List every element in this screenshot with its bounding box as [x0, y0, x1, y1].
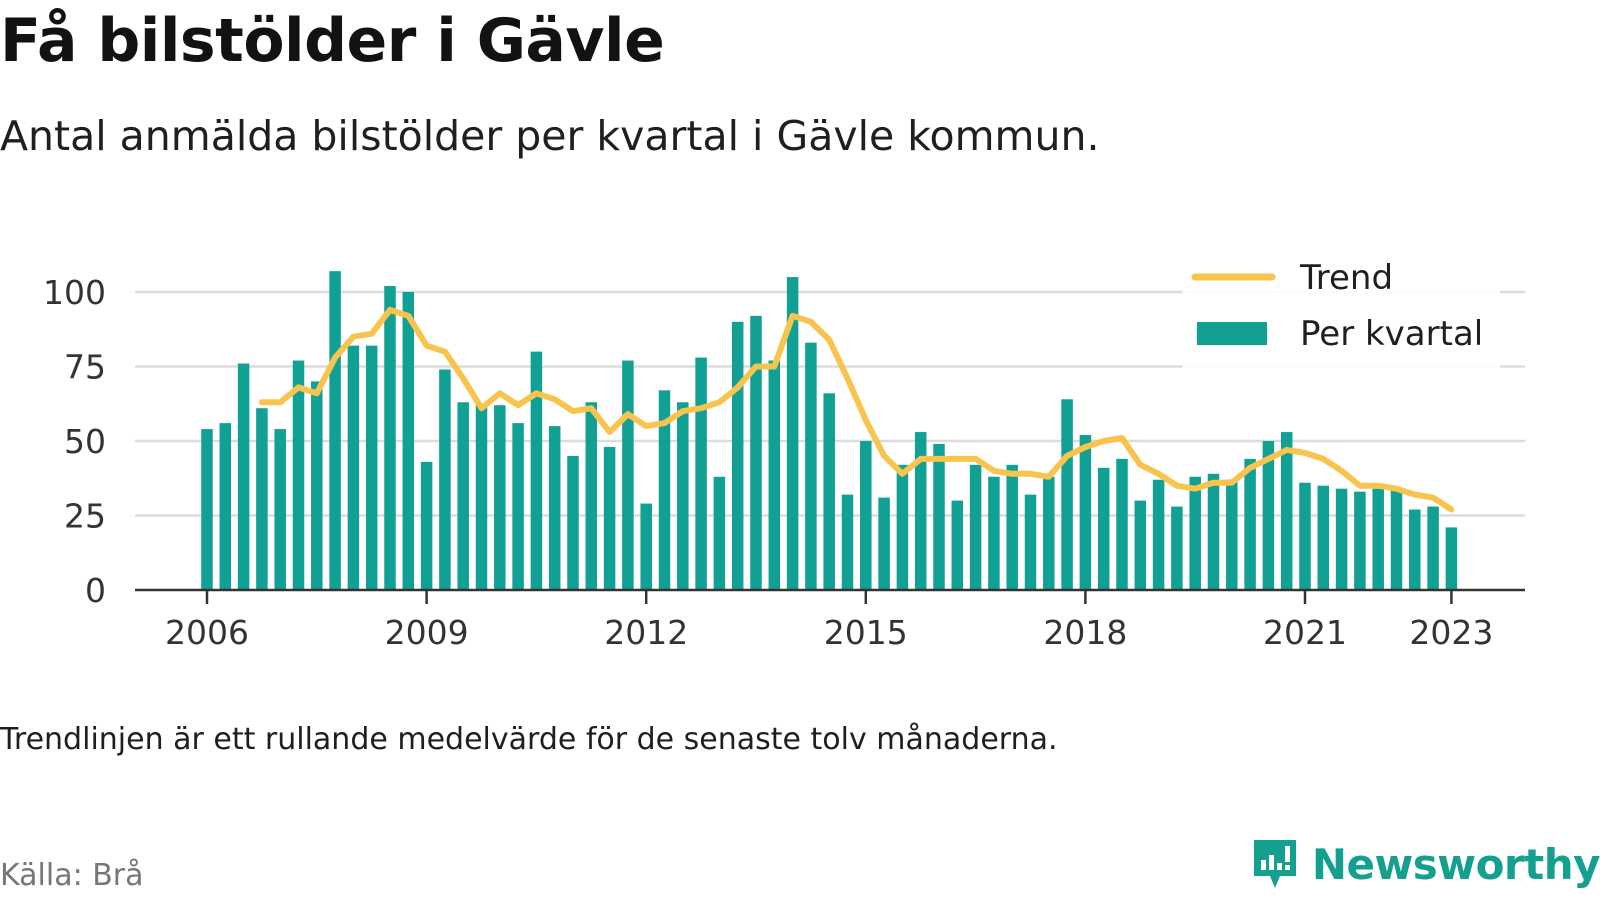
legend-trend-label: Trend: [1299, 258, 1393, 298]
y-axis-ticks: 0 25 50 75 100: [43, 273, 106, 610]
bar: [292, 360, 305, 590]
brand-logo[interactable]: Newsworthy: [1250, 836, 1600, 892]
bar: [768, 360, 781, 590]
bar: [1097, 467, 1110, 590]
bar: [1226, 479, 1238, 590]
bar: [475, 405, 488, 590]
bar: [402, 292, 415, 590]
bar: [951, 500, 964, 590]
bar: [1116, 458, 1128, 590]
bar: [365, 345, 378, 590]
bar: [933, 443, 945, 590]
bar: [860, 441, 872, 590]
bar: [1445, 527, 1458, 590]
bar: [457, 402, 469, 590]
bar: [658, 390, 671, 590]
newsworthy-logo-icon: [1253, 840, 1296, 888]
source-credit: Källa: Brå: [0, 858, 144, 893]
bar: [420, 461, 433, 590]
x-tick-label: 2018: [1043, 613, 1127, 652]
bar: [1189, 476, 1201, 590]
bar: [1134, 500, 1147, 590]
bar-series: [201, 271, 1458, 590]
y-tick-label: 0: [85, 571, 106, 610]
brand-name: Newsworthy: [1311, 839, 1600, 889]
bar: [640, 503, 652, 590]
bar: [201, 429, 213, 590]
bar: [603, 446, 616, 590]
bar: [1043, 476, 1055, 590]
bar: [512, 423, 524, 590]
bar: [1024, 494, 1037, 590]
x-tick-label: 2012: [604, 613, 688, 652]
bar: [1280, 432, 1293, 590]
bar: [969, 464, 982, 590]
legend: Trend Per kvartal: [1182, 250, 1500, 378]
bar: [786, 277, 799, 590]
y-tick-label: 25: [64, 497, 106, 536]
bar: [256, 408, 268, 590]
bar: [713, 476, 726, 590]
footnote: Trendlinjen är ett rullande medelvärde f…: [0, 722, 1058, 757]
bar: [1427, 506, 1439, 590]
bar: [219, 423, 232, 590]
y-tick-label: 75: [64, 348, 106, 387]
x-tick-label: 2006: [165, 613, 249, 652]
bar: [384, 286, 396, 590]
bar: [805, 342, 817, 590]
bar: [311, 381, 323, 590]
x-tick-label: 2009: [385, 613, 469, 652]
bar: [1244, 458, 1256, 590]
y-tick-label: 50: [64, 422, 106, 461]
x-axis-ticks: 2006 2009 2012 2015 2018 2021 2023: [165, 590, 1493, 652]
bar: [841, 494, 854, 590]
x-tick-label: 2021: [1263, 613, 1347, 652]
bar: [237, 363, 250, 590]
chart-title: Få bilstölder i Gävle: [0, 6, 665, 76]
bar: [988, 476, 1000, 590]
bar: [677, 402, 689, 590]
bar: [530, 351, 543, 590]
chart-subtitle: Antal anmälda bilstölder per kvartal i G…: [0, 112, 1100, 160]
bar: [1207, 473, 1220, 590]
y-tick-label: 100: [43, 273, 106, 312]
bar: [1354, 491, 1366, 590]
bar: [1299, 482, 1311, 590]
bar: [567, 455, 579, 590]
bar: [439, 369, 451, 590]
bar: [622, 360, 634, 590]
legend-bar-swatch: [1197, 322, 1267, 345]
bar: [695, 357, 707, 590]
trend-line: [258, 306, 1455, 513]
x-tick-label: 2015: [824, 613, 908, 652]
bar: [896, 464, 909, 590]
bar: [731, 321, 744, 590]
bar: [585, 402, 598, 590]
bar: [1372, 488, 1384, 590]
bar: [878, 497, 890, 590]
bar: [1262, 441, 1275, 590]
bar: [274, 429, 286, 590]
bar: [1390, 488, 1403, 590]
bar: [494, 405, 506, 590]
x-tick-label: 2023: [1409, 613, 1493, 652]
legend-background: [1182, 250, 1500, 378]
bar: [347, 345, 360, 590]
bar: [1061, 399, 1073, 590]
bar: [750, 315, 762, 590]
bar: [1335, 488, 1348, 590]
bar: [1079, 435, 1092, 590]
bar: [914, 432, 927, 590]
bar: [1409, 509, 1421, 590]
bar: [823, 393, 835, 590]
bar: [548, 426, 561, 590]
bar: [1317, 485, 1330, 590]
bar: [1152, 479, 1165, 590]
bar: [329, 271, 341, 590]
bar: [1006, 464, 1018, 590]
bar: [1171, 506, 1183, 590]
legend-bar-label: Per kvartal: [1300, 314, 1483, 354]
